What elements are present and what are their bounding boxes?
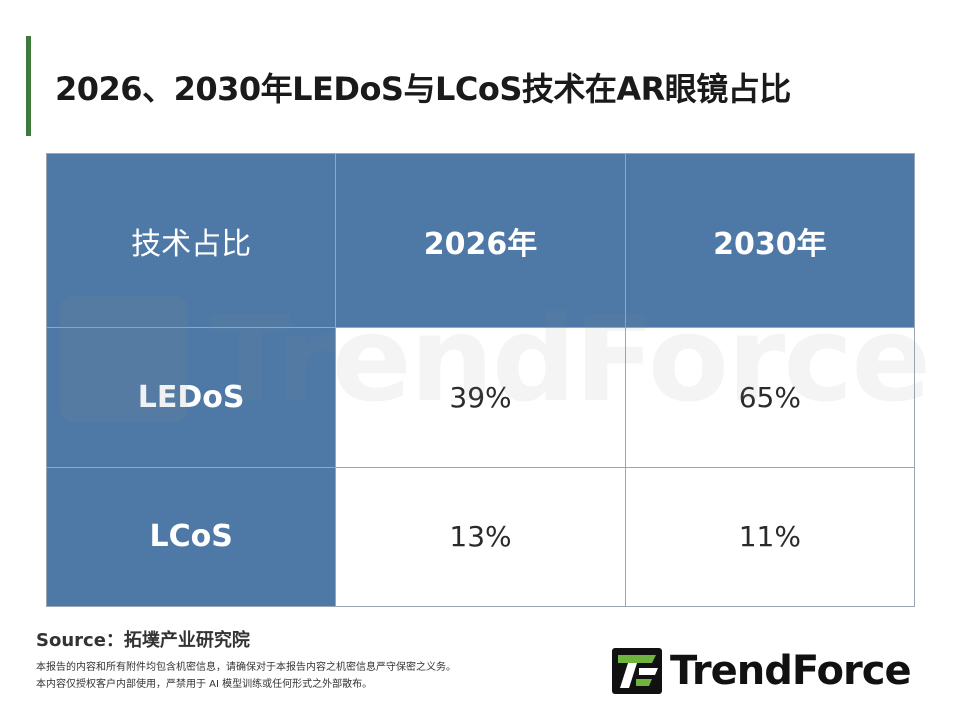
logo-wordmark: TrendForce [670, 648, 912, 694]
row-header-ledos: LEDoS [45, 327, 337, 468]
table-row-ledos: LEDoS 39% 65% [45, 327, 916, 468]
column-header-2030: 2030年 [624, 152, 916, 329]
title-accent-bar [26, 36, 31, 136]
table-header-row: 技术占比 2026年 2030年 [45, 152, 916, 329]
trendforce-logo: TrendForce [612, 648, 932, 694]
trendforce-logo-icon [612, 648, 662, 694]
cell-lcos-2030: 11% [624, 466, 916, 608]
table-corner-label: 技术占比 [45, 152, 337, 329]
column-header-2026: 2026年 [335, 152, 626, 329]
table-row-lcos: LCoS 13% 11% [45, 466, 916, 608]
row-header-lcos: LCoS [45, 466, 337, 608]
cell-ledos-2026: 39% [335, 327, 626, 468]
disclaimer-line-2: 本内容仅授权客户内部使用，严禁用于 AI 模型训练或任何形式之外部散布。 [36, 679, 373, 690]
share-table: 技术占比 2026年 2030年 LEDoS 39% 65% LCoS 13% … [45, 152, 916, 608]
page-title: 2026、2030年LEDoS与LCoS技术在AR眼镜占比 [55, 70, 791, 108]
source-label: Source：拓墣产业研究院 [36, 630, 250, 651]
cell-lcos-2026: 13% [335, 466, 626, 608]
disclaimer-line-1: 本报告的内容和所有附件均包含机密信息，请确保对于本报告内容之机密信息严守保密之义… [36, 662, 456, 673]
cell-ledos-2030: 65% [624, 327, 916, 468]
